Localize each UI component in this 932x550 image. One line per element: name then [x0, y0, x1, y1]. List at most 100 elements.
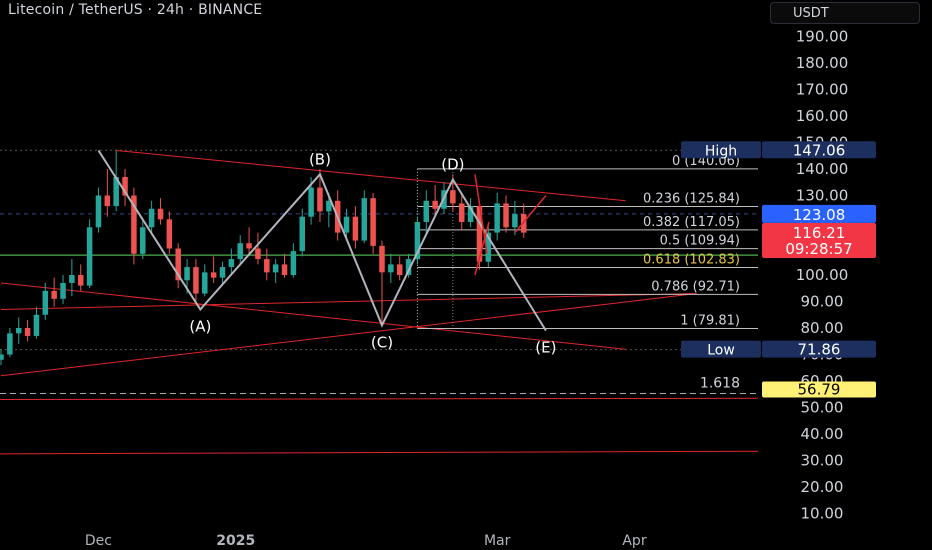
time-tick-label: 2025: [216, 533, 255, 549]
triangle-trendline-4: [0, 293, 697, 377]
trendline-horizontal-1: [0, 397, 759, 401]
price-tick-label: 50.00: [801, 399, 844, 417]
candle-body: [485, 232, 492, 262]
candle-body: [175, 248, 181, 281]
candle-body: [140, 227, 146, 254]
candle-body: [405, 259, 412, 275]
candle-body: [512, 214, 518, 228]
candle-body: [69, 275, 75, 283]
fib-extension-label: 1.618: [700, 376, 740, 392]
price-tick-label: 30.00: [801, 452, 844, 470]
wave-label: (E): [535, 339, 556, 357]
low-value-label: 71.86: [798, 341, 841, 359]
wave-label: (D): [441, 156, 464, 174]
time-tick-label: Apr: [622, 533, 646, 549]
candle-body: [228, 259, 235, 268]
candle-body: [326, 200, 332, 212]
candle-body: [210, 272, 217, 278]
candle-body: [95, 195, 102, 228]
high-name-label: High: [705, 143, 737, 159]
candle-body: [352, 216, 359, 241]
annotation-layer: 0 (140.06)0.236 (125.84)0.382 (117.05)0.…: [97, 149, 740, 392]
high-value-box: [762, 141, 876, 159]
drawing-layer: [0, 149, 759, 455]
candle-body: [343, 216, 350, 233]
current-price-box: [762, 223, 876, 259]
candle-body: [166, 219, 173, 249]
candle-body: [15, 328, 22, 334]
candle-body: [264, 259, 270, 273]
price-tick-label: 40.00: [801, 425, 844, 443]
red-arrow-down: [474, 174, 488, 254]
candle-body: [24, 328, 31, 336]
candle-body: [361, 198, 368, 241]
candle-body: [503, 203, 509, 228]
candle-body: [157, 208, 164, 220]
candle-body: [317, 187, 323, 212]
price-tick-label: 160.00: [796, 107, 849, 125]
high-value-label: 147.06: [793, 141, 846, 159]
time-tick-label: Dec: [85, 533, 112, 549]
trendline-horizontal-2: [0, 450, 759, 455]
low-name-box: [681, 340, 761, 358]
candle-body: [281, 264, 288, 275]
price-tick-label: 80.00: [801, 319, 844, 337]
currency-selector[interactable]: USDT: [770, 2, 920, 24]
candle-body: [0, 354, 4, 360]
candle-body: [113, 176, 119, 207]
candle-body: [51, 290, 57, 299]
candle-body: [432, 200, 438, 209]
wave-label: (C): [371, 333, 393, 351]
candle-body: [494, 203, 500, 233]
candle-body: [476, 206, 483, 262]
time-tick-label: Mar: [484, 533, 511, 549]
price-tick-label: 140.00: [796, 160, 849, 178]
price-tick-label: 100.00: [796, 266, 849, 284]
last-price-label: 123.08: [793, 206, 846, 224]
price-tick-label: 90.00: [801, 293, 844, 311]
candle-body: [290, 251, 297, 275]
low-name-label: Low: [707, 343, 735, 359]
candle-body: [450, 190, 456, 204]
fib-level-label: 0.786 (92.71): [651, 279, 740, 294]
fib-level-label: 1 (79.81): [680, 314, 740, 329]
candle-body: [308, 187, 314, 217]
price-tick-label: 130.00: [796, 187, 849, 205]
candle-body: [423, 200, 430, 222]
wave-label: (B): [309, 150, 331, 168]
candle-body: [148, 208, 155, 228]
candle-body: [122, 176, 128, 196]
candle-body: [246, 243, 252, 249]
price-tick-label: 10.00: [801, 505, 844, 523]
candle-body: [104, 195, 111, 207]
fib-level-label: 0.236 (125.84): [643, 192, 740, 207]
triangle-trendline-2: [0, 282, 626, 350]
time-axis[interactable]: Dec 2025 Mar Apr: [85, 533, 647, 549]
candle-body: [370, 198, 376, 246]
candle-body: [272, 264, 279, 273]
fib-level-label: 0.618 (102.83): [643, 253, 740, 268]
candle-body: [77, 275, 84, 286]
triangle-trendline-3: [0, 293, 697, 310]
price-tick-label: 180.00: [796, 54, 849, 72]
candle-body: [458, 203, 465, 222]
candle-body: [237, 243, 243, 260]
candle-body: [202, 272, 208, 294]
candle-body: [7, 333, 13, 355]
candle-body: [131, 195, 137, 254]
current-price-label: 116.21: [793, 224, 846, 242]
last-price-box: [762, 204, 876, 223]
candle-body: [33, 314, 40, 336]
candle-body: [86, 227, 93, 286]
candle-body: [520, 214, 527, 233]
candle-body: [414, 222, 421, 260]
fib-level-label: 0.5 (109.94): [660, 234, 740, 249]
fib-extension-price-label: 56.79: [798, 381, 841, 399]
candle-body: [299, 216, 305, 252]
price-tick-label: 190.00: [796, 28, 849, 46]
candle-body: [42, 290, 49, 315]
candle-body: [60, 282, 66, 299]
fib-level-label: 0.382 (117.05): [643, 215, 740, 230]
